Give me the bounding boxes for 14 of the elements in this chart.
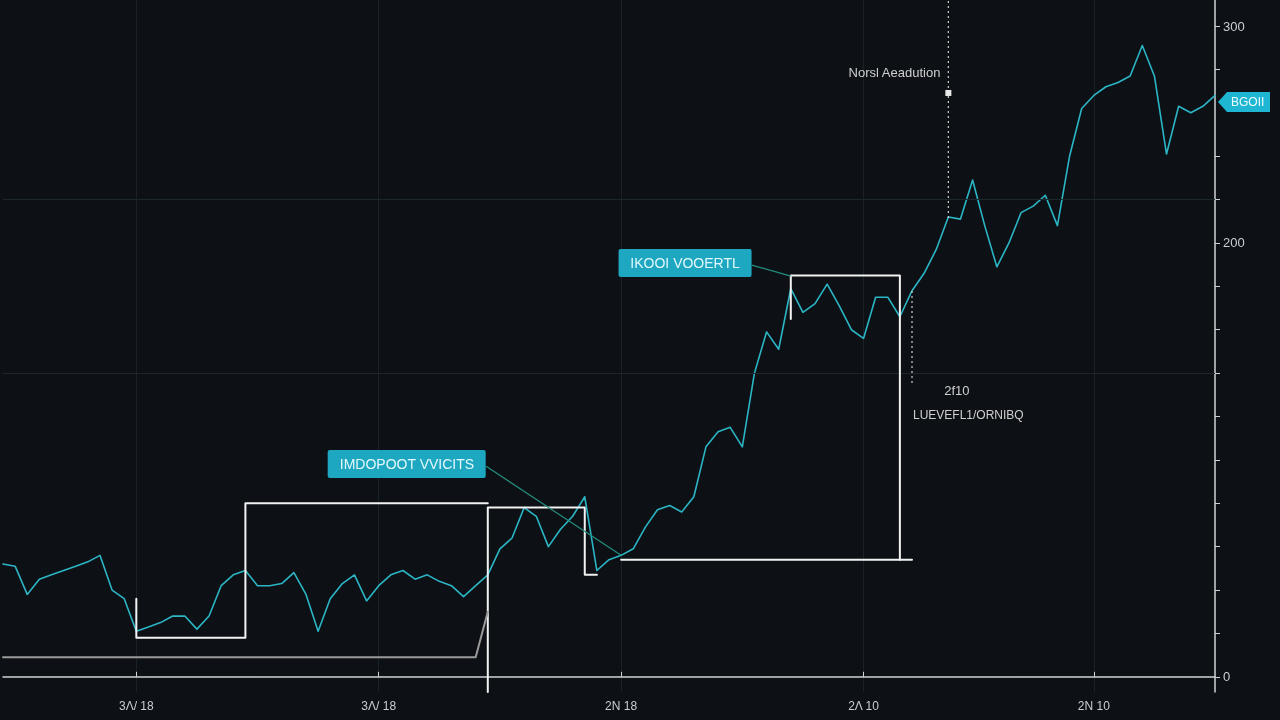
text: BGOII — [1218, 92, 1271, 113]
annotation: LUEVEFL1/ORNIBQ — [913, 407, 1024, 422]
annotation: IMDOPOOT VVICITS — [327, 450, 487, 479]
x-tick-label: 2N 10 — [1077, 699, 1111, 713]
x-tick-label: 3Λ/ 18 — [361, 699, 397, 713]
annotation: 2f10 — [944, 382, 970, 398]
y-tick-label: 200 — [1223, 235, 1245, 251]
annotation: IKOOI VOOERTL — [618, 249, 752, 278]
y-tick-label: 0 — [1223, 669, 1231, 685]
y-tick-label: 300 — [1223, 18, 1245, 34]
x-tick-label: 3Λ/ 18 — [118, 699, 154, 713]
x-tick-label: 2N 18 — [605, 699, 638, 713]
annotation: Norsl Aeadution — [848, 64, 941, 80]
x-tick-label: 2Λ 10 — [848, 699, 880, 713]
